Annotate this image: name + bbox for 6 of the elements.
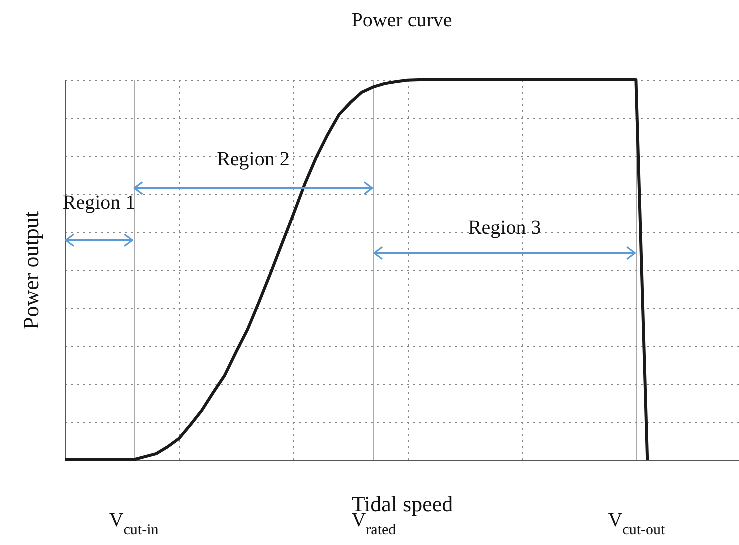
x-tick-label: V$_{cut-in}$ (109, 510, 160, 538)
x-tick-label: V$_{cut-out}$ (608, 510, 666, 538)
annotation: Region 2 (217, 148, 290, 170)
annotation: Region 3 (468, 216, 542, 239)
chart-title: Power curve (352, 10, 452, 32)
y-axis-title: Power output (18, 212, 44, 330)
